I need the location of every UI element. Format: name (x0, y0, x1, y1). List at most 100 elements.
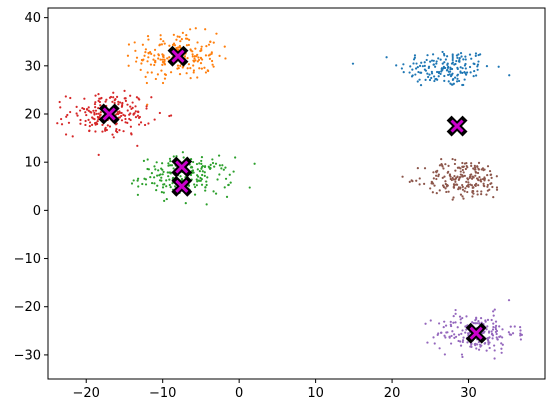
data-point (488, 169, 492, 173)
data-point (486, 174, 489, 177)
data-point (177, 66, 180, 70)
data-point (475, 182, 478, 185)
data-point (413, 54, 417, 57)
data-point (108, 125, 112, 128)
data-point (95, 121, 98, 124)
data-point (456, 74, 459, 77)
data-point (215, 32, 218, 35)
data-point (455, 183, 458, 186)
data-point (87, 109, 90, 112)
cluster-2 (130, 151, 256, 206)
data-point (169, 114, 173, 117)
data-point (447, 164, 450, 167)
data-point (452, 315, 455, 318)
data-point (153, 118, 156, 121)
data-point (511, 332, 515, 335)
data-point (144, 75, 147, 78)
data-point (149, 175, 152, 179)
data-point (124, 117, 127, 121)
data-point (157, 169, 160, 172)
data-point (401, 175, 404, 178)
data-point (157, 57, 160, 60)
data-point (446, 171, 449, 174)
data-point (442, 326, 445, 329)
data-point (111, 133, 114, 136)
data-point (234, 156, 237, 159)
data-point (162, 40, 165, 43)
data-point (146, 35, 150, 38)
data-point (483, 176, 486, 179)
data-point (451, 78, 454, 81)
data-point (84, 119, 87, 123)
data-point (476, 193, 479, 196)
data-point (194, 59, 197, 62)
data-point (197, 58, 201, 62)
data-point (205, 203, 208, 206)
data-point (161, 186, 165, 189)
data-point (492, 314, 495, 317)
data-point (135, 96, 139, 99)
data-point (181, 66, 184, 69)
data-point (163, 73, 167, 76)
y-tick-label: −20 (14, 300, 41, 315)
data-point (114, 98, 117, 101)
data-point (191, 55, 194, 58)
data-point (95, 112, 98, 115)
data-point (491, 337, 494, 340)
data-point (232, 170, 235, 173)
data-point (440, 158, 443, 161)
data-point (158, 111, 161, 115)
data-point (126, 54, 130, 57)
data-point (457, 79, 461, 83)
data-point (75, 105, 78, 108)
data-point (459, 66, 462, 69)
data-point (97, 112, 100, 115)
data-point (66, 113, 69, 117)
data-point (469, 71, 472, 74)
data-point (105, 98, 108, 101)
data-point (134, 116, 138, 119)
data-point (129, 105, 132, 108)
data-point (145, 105, 148, 108)
data-point (495, 175, 498, 178)
data-point (500, 347, 503, 350)
data-point (462, 175, 465, 178)
data-point (172, 42, 176, 45)
data-point (519, 338, 522, 341)
data-point (228, 173, 231, 176)
data-point (485, 193, 488, 196)
data-point (105, 128, 108, 132)
data-point (488, 188, 491, 191)
data-point (445, 183, 449, 187)
data-point (163, 77, 167, 80)
data-point (475, 317, 478, 321)
data-point (159, 34, 162, 37)
data-point (173, 185, 177, 188)
x-tick-label: 0 (235, 386, 243, 401)
data-point (494, 320, 498, 323)
data-point (433, 184, 436, 187)
data-point (163, 58, 166, 61)
data-point (444, 324, 448, 327)
data-point (438, 189, 441, 192)
data-point (419, 84, 423, 87)
data-point (458, 177, 461, 180)
data-point (115, 95, 119, 98)
data-point (472, 75, 475, 78)
data-point (444, 58, 447, 61)
x-tick-label: 20 (384, 386, 401, 401)
data-point (459, 170, 462, 173)
data-point (453, 175, 456, 178)
data-point (465, 71, 469, 74)
data-point (508, 74, 511, 77)
data-point (457, 186, 460, 189)
data-point (520, 333, 523, 336)
data-point (248, 186, 251, 189)
data-point (471, 321, 474, 324)
data-point (200, 49, 203, 52)
data-point (443, 353, 446, 356)
data-point (150, 172, 153, 175)
data-point (501, 343, 504, 346)
data-point (120, 105, 124, 108)
data-point (195, 178, 198, 181)
